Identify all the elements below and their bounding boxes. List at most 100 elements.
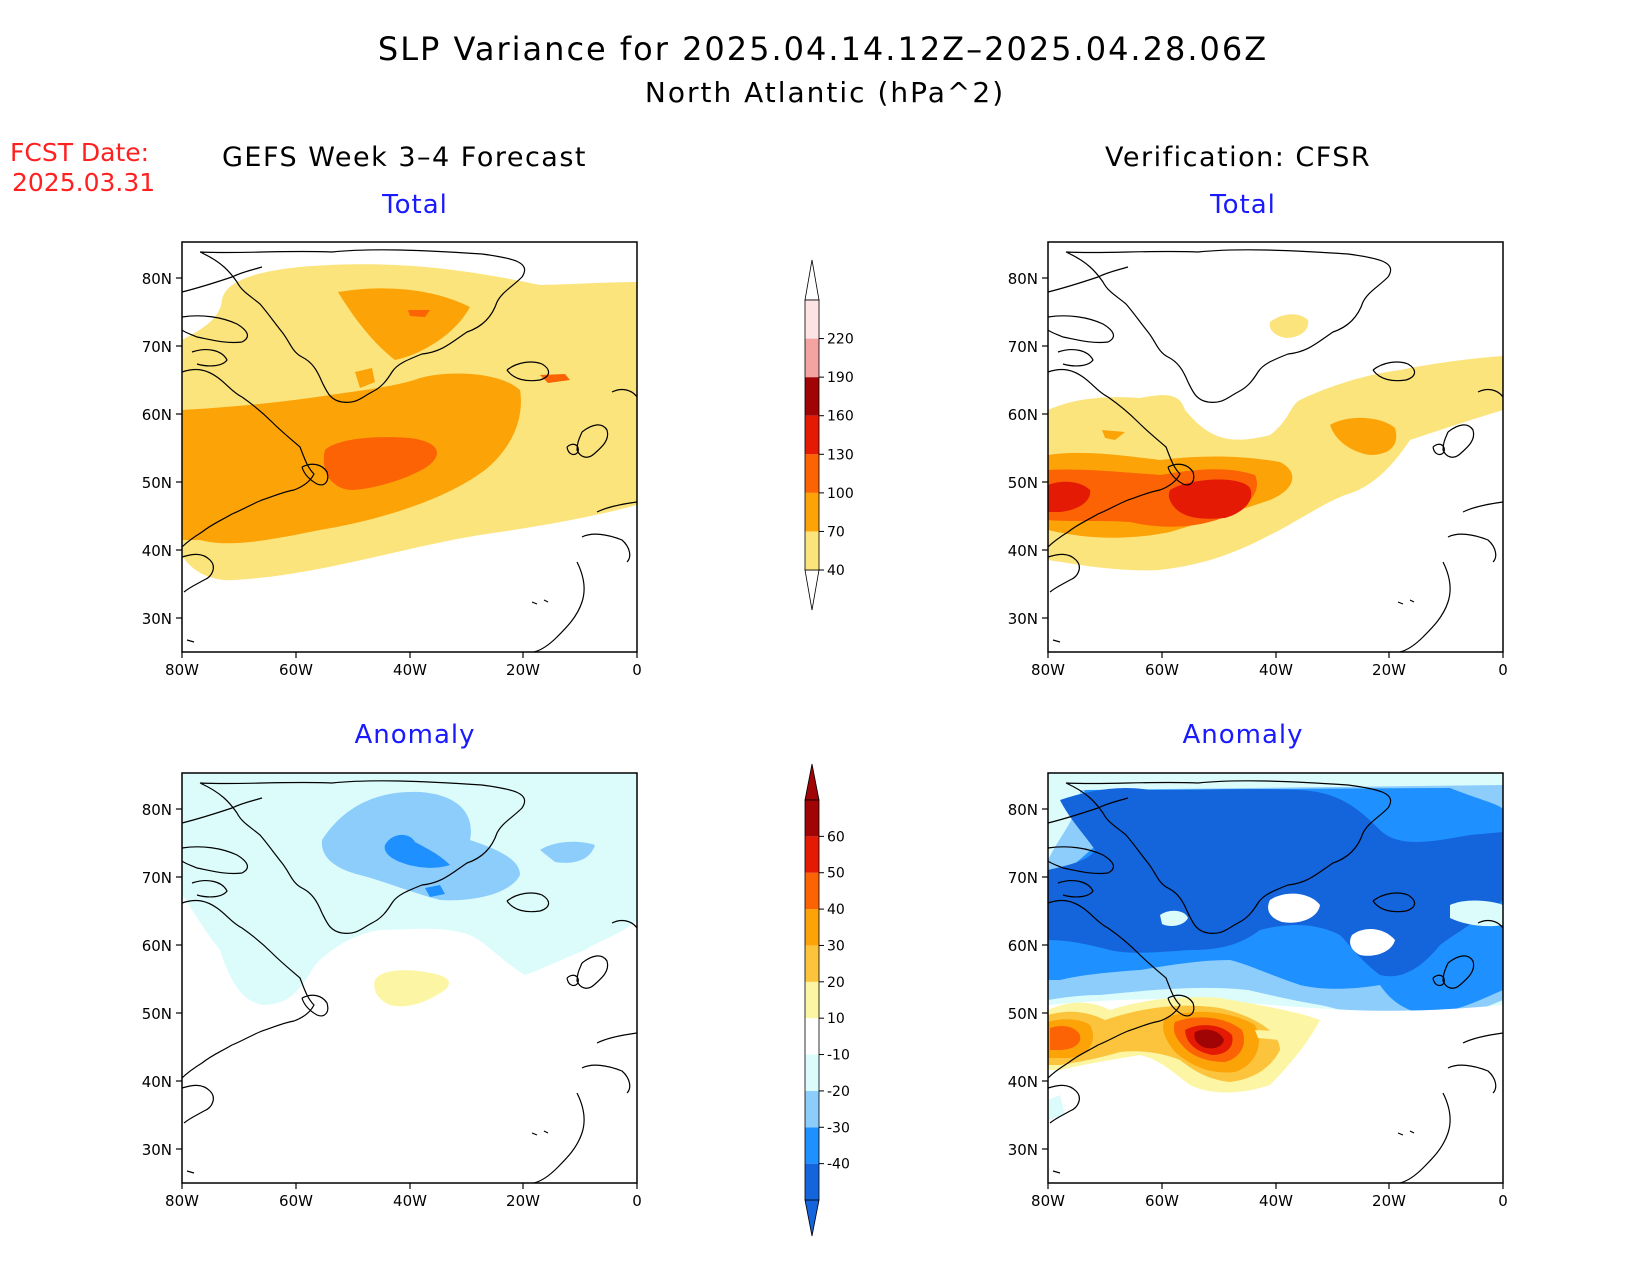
lon-tick-label: 20W — [1372, 1192, 1406, 1210]
anomaly-colorbar-label: 50 — [827, 866, 845, 882]
lat-tick-label: 40N — [1008, 542, 1038, 560]
anomaly-colorbar-swatch — [805, 800, 819, 837]
total-colorbar-swatch — [805, 492, 819, 532]
coastline-segment — [1397, 1130, 1415, 1136]
lon-tick-label: 40W — [393, 1192, 427, 1210]
axis-ticks: 80N 70N 60N 50N 40N 30N 80W 60W 40W 20W 0 80N 70N 60N… — [142, 270, 1508, 1210]
gefs-total-fill-70b — [338, 288, 470, 360]
anomaly-colorbar-label: 20 — [827, 975, 845, 991]
coastline-segment — [566, 955, 609, 989]
lon-tick-label: 20W — [506, 1192, 540, 1210]
total-colorbar-label: 220 — [827, 332, 854, 348]
gefs-total-fill-100 — [323, 437, 437, 490]
total-colorbar-swatch — [805, 300, 819, 339]
anomaly-colorbar-swatch — [805, 1163, 819, 1200]
cfsr-anomaly-fill-pos60 — [1194, 1029, 1224, 1049]
coastline-segment — [1047, 797, 1129, 898]
total-colorbar: 40 70 100 130 160 190 220 — [804, 259, 854, 611]
gefs-total-map — [181, 241, 638, 653]
gefs-total-fill-100b — [408, 310, 430, 317]
lat-tick-label: 50N — [1008, 474, 1038, 492]
cfsr-total-map — [1047, 241, 1504, 653]
coastline-segment — [199, 249, 526, 403]
total-colorbar-swatch — [805, 454, 819, 493]
coastline-segment — [199, 780, 526, 934]
lat-tick-label: 80N — [1008, 270, 1038, 288]
anomaly-colorbar-label: 10 — [827, 1011, 845, 1027]
lat-tick-label: 30N — [142, 610, 172, 628]
coastline-segment — [1477, 388, 1504, 398]
coastline-segment — [181, 368, 315, 548]
lat-tick-label: 60N — [1008, 406, 1038, 424]
total-colorbar-swatch — [805, 377, 819, 416]
coastline-segment — [566, 424, 609, 458]
coastline-segment — [186, 1170, 195, 1174]
lat-tick-label: 80N — [142, 801, 172, 819]
total-colorbar-label: 190 — [827, 370, 854, 386]
lon-tick-label: 80W — [165, 1192, 199, 1210]
coastline-segment — [301, 994, 329, 1017]
gefs-anomaly-fill-neg30b — [425, 885, 445, 897]
lon-tick-label: 80W — [1031, 1192, 1065, 1210]
coastline-segment — [1432, 424, 1475, 458]
lat-tick-label: 70N — [1008, 338, 1038, 356]
cfsr-anomaly-fill-neg40 — [1048, 788, 1503, 977]
coastline-segment — [611, 919, 638, 929]
lon-tick-label: 0 — [632, 1192, 642, 1210]
lon-tick-label: 80W — [1031, 661, 1065, 679]
gefs-anomaly-subtitle: Anomaly — [354, 720, 476, 750]
cfsr-column-title: Verification: CFSR — [1105, 142, 1372, 173]
lon-tick-label: 40W — [1259, 661, 1293, 679]
gefs-total-coastline — [181, 249, 638, 653]
lat-tick-label: 40N — [1008, 1073, 1038, 1091]
anomaly-colorbar-bottom-arrow — [804, 1199, 820, 1237]
gefs-anomaly-coastline — [181, 780, 638, 1184]
anomaly-colorbar: -40 -30 -20 -10 10 20 30 40 50 60 — [804, 763, 850, 1237]
lat-tick-label: 80N — [142, 270, 172, 288]
coastline-segment — [1047, 368, 1181, 548]
cfsr-anomaly-coastline — [1047, 780, 1504, 1184]
lon-tick-label: 40W — [1259, 1192, 1293, 1210]
cfsr-total-fill-130b — [1168, 479, 1252, 519]
anomaly-colorbar-label: 30 — [827, 938, 845, 954]
coastline-segment — [1372, 892, 1416, 913]
gefs-anomaly-fill-neg30 — [384, 834, 450, 868]
anomaly-colorbar-swatch — [805, 872, 819, 910]
lon-tick-label: 0 — [632, 661, 642, 679]
coastline-segment — [531, 1130, 549, 1136]
coastline-segment — [1397, 599, 1415, 605]
coastline-segment — [186, 639, 195, 643]
figure-title: SLP Variance for 2025.04.14.12Z–2025.04.… — [377, 30, 1269, 68]
cfsr-anomaly-fill-hole3 — [1160, 910, 1188, 926]
total-colorbar-swatch — [805, 338, 819, 378]
lat-tick-label: 80N — [1008, 801, 1038, 819]
lat-tick-label: 70N — [142, 869, 172, 887]
total-colorbar-top-arrow — [804, 259, 820, 301]
anomaly-colorbar-swatch — [805, 909, 819, 946]
cfsr-total-fill-40b — [1269, 314, 1309, 338]
lon-tick-label: 60W — [279, 661, 313, 679]
coastline-segment — [181, 553, 214, 593]
cfsr-anomaly-fill-pos40 — [1050, 1026, 1081, 1050]
forecast-date-value: 2025.03.31 — [12, 168, 156, 197]
coastline-segment — [506, 361, 550, 382]
coastline-segment — [1065, 249, 1392, 403]
lon-tick-label: 60W — [1145, 661, 1179, 679]
anomaly-colorbar-label: -20 — [827, 1084, 850, 1100]
lon-tick-label: 40W — [393, 661, 427, 679]
cfsr-anomaly-fill-pos10b — [1255, 1030, 1290, 1040]
colorbars: 40 70 100 130 160 190 220 -40 -30 -20 -10 10 20 30 40 5… — [804, 259, 854, 1237]
cfsr-anomaly-fill-hole4 — [1450, 900, 1503, 927]
lon-tick-label: 20W — [506, 661, 540, 679]
figure-subtitle: North Atlantic (hPa^2) — [644, 76, 1006, 109]
lat-tick-label: 50N — [1008, 1005, 1038, 1023]
coastline-segment — [1372, 361, 1416, 382]
lat-tick-label: 30N — [1008, 610, 1038, 628]
coastline-segment — [611, 388, 638, 398]
total-colorbar-label: 130 — [827, 447, 854, 463]
coastlines — [181, 249, 1504, 1184]
anomaly-colorbar-swatch — [805, 836, 819, 873]
lat-tick-label: 30N — [142, 1141, 172, 1159]
coastline-segment — [1047, 553, 1080, 593]
cfsr-total-fill-70b — [1330, 417, 1397, 455]
